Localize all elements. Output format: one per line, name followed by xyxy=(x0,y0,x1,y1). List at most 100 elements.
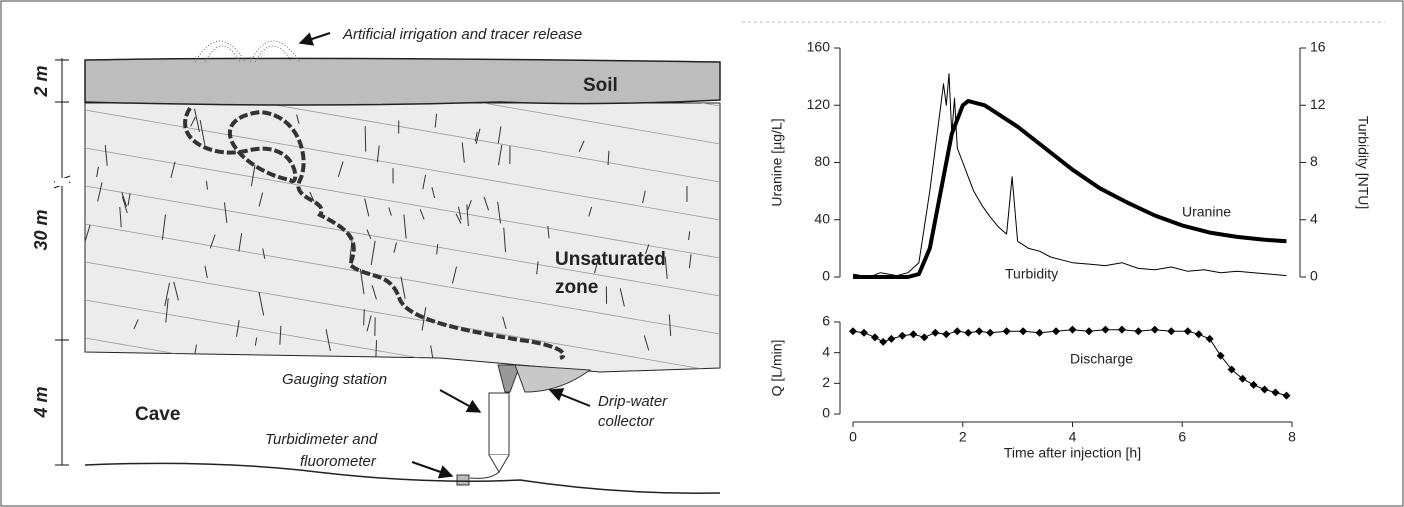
y2-tick-label: 16 xyxy=(1310,39,1326,55)
crack xyxy=(262,248,266,259)
marker xyxy=(1052,327,1061,336)
crack xyxy=(436,244,439,255)
crack xyxy=(258,291,265,316)
bedding xyxy=(85,261,720,372)
crack xyxy=(388,207,392,216)
series-label: Uranine xyxy=(1182,204,1231,220)
crack xyxy=(97,182,103,202)
crack xyxy=(607,150,610,166)
bedding xyxy=(85,185,720,297)
marker xyxy=(1282,391,1291,400)
y-tick-label: 6 xyxy=(822,313,830,329)
marker xyxy=(964,328,973,337)
crack xyxy=(96,166,99,178)
crack xyxy=(279,325,282,345)
soil-layer xyxy=(84,57,721,106)
crack xyxy=(254,337,258,346)
crack xyxy=(223,202,228,223)
axis-break xyxy=(55,178,69,186)
diagram: Artificial irrigation and tracer release… xyxy=(31,26,721,494)
marker xyxy=(870,333,879,342)
crack xyxy=(474,131,478,142)
crack xyxy=(451,266,458,284)
marker xyxy=(920,333,929,342)
crack xyxy=(466,204,469,227)
y2-tick-label: 12 xyxy=(1310,96,1326,112)
marker xyxy=(1183,327,1192,336)
crack xyxy=(199,119,206,146)
crack xyxy=(461,142,465,163)
series-line xyxy=(852,73,1287,278)
crack xyxy=(236,320,240,337)
marker xyxy=(1167,327,1176,336)
crack xyxy=(170,161,176,178)
marker xyxy=(909,330,918,339)
crack xyxy=(403,214,407,239)
marker xyxy=(1238,374,1247,383)
crack xyxy=(419,208,425,220)
crack xyxy=(664,256,668,279)
crack xyxy=(400,276,406,299)
label: Turbidimeter and xyxy=(265,431,378,448)
crack xyxy=(325,329,331,352)
marker xyxy=(1134,327,1143,336)
marker xyxy=(942,330,951,339)
cave-floor xyxy=(84,462,721,494)
marker xyxy=(1150,325,1159,334)
crack xyxy=(642,190,646,204)
crack xyxy=(619,288,625,307)
y-tick-label: 0 xyxy=(822,405,830,421)
crack xyxy=(296,114,300,124)
crack xyxy=(85,224,91,242)
crack xyxy=(393,242,397,253)
crack xyxy=(127,193,131,206)
crack xyxy=(475,128,481,145)
marker xyxy=(931,328,940,337)
x-tick-label: 0 xyxy=(849,429,857,445)
crack xyxy=(547,226,550,239)
marker xyxy=(898,331,907,340)
arrow xyxy=(548,388,591,407)
label: fluorometer xyxy=(300,453,377,470)
bedding xyxy=(85,103,720,145)
x-tick-label: 4 xyxy=(1069,429,1077,445)
label: collector xyxy=(598,413,655,430)
crack xyxy=(205,180,208,190)
marker xyxy=(1002,327,1011,336)
crack xyxy=(588,206,593,217)
y-tick-label: 2 xyxy=(822,374,830,390)
label: Unsaturated xyxy=(555,249,666,270)
crack xyxy=(363,309,365,326)
crack xyxy=(455,213,462,224)
marker xyxy=(1205,334,1214,343)
marker xyxy=(986,328,995,337)
series-label: Turbidity xyxy=(1005,266,1058,282)
crack xyxy=(594,255,600,274)
label: Drip-water xyxy=(598,393,668,410)
sprinkler xyxy=(194,40,301,63)
y2-axis-label: Turbidity [NTU] xyxy=(1355,116,1371,210)
marker xyxy=(1271,388,1280,397)
depth-bar xyxy=(53,58,71,466)
marker xyxy=(1117,325,1126,334)
marker xyxy=(1035,328,1044,337)
y2-tick-label: 4 xyxy=(1310,210,1318,226)
bedding xyxy=(85,103,720,183)
y-tick-label: 120 xyxy=(807,96,831,112)
crack xyxy=(121,192,128,207)
y2-tick-label: 0 xyxy=(1310,268,1318,284)
depth-label: 30 m xyxy=(31,209,51,250)
crack xyxy=(421,307,427,331)
y-axis-label: Q [L/min] xyxy=(769,340,785,397)
crack xyxy=(238,233,243,252)
crack xyxy=(376,145,380,163)
marker xyxy=(1260,385,1269,394)
crack xyxy=(250,164,256,187)
marker xyxy=(1194,330,1203,339)
marker xyxy=(953,327,962,336)
crack xyxy=(688,254,692,269)
crack xyxy=(193,108,200,132)
crack xyxy=(483,196,490,211)
marker xyxy=(975,327,984,336)
bedding xyxy=(85,223,720,335)
